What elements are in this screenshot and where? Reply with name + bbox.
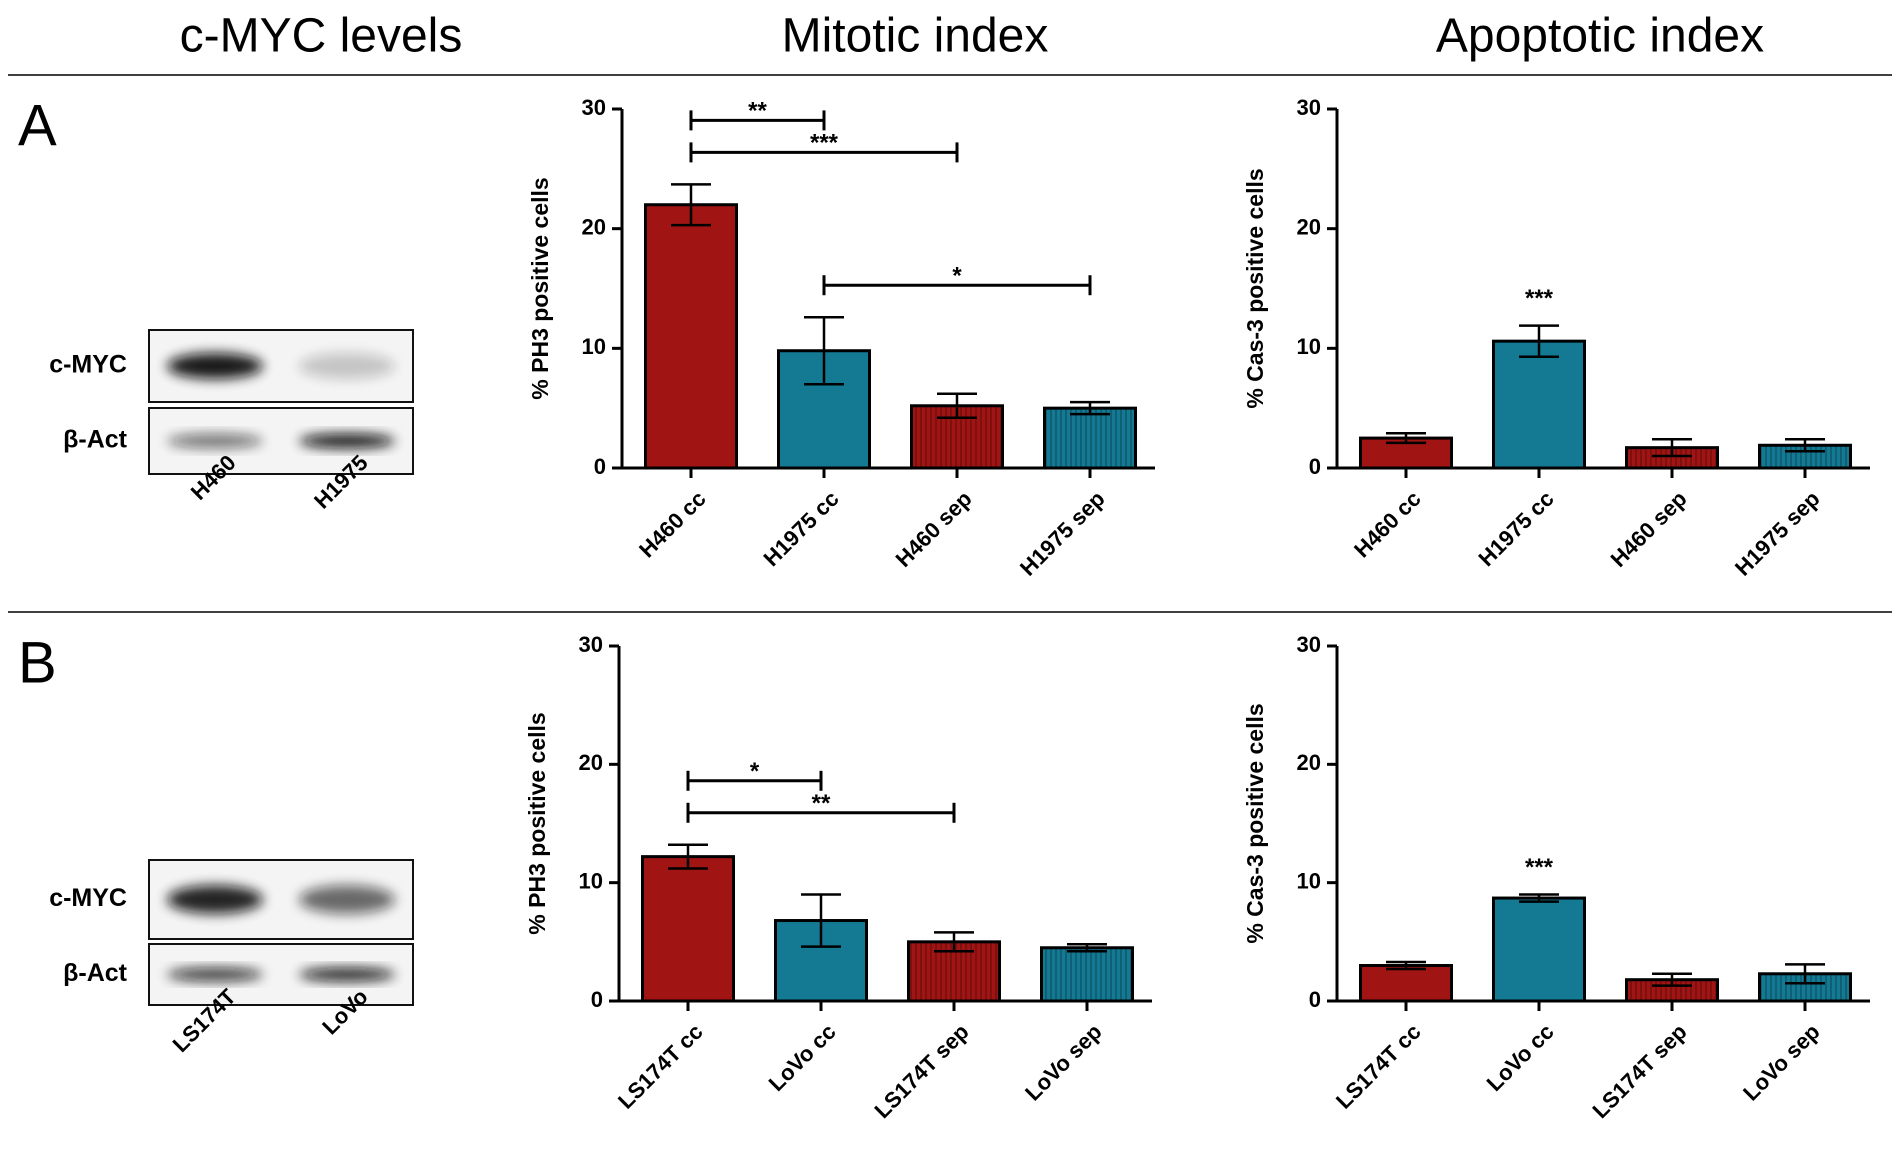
- error-bar: [804, 315, 844, 386]
- header: Mitotic index: [782, 10, 1049, 63]
- y-axis-label: % PH3 positive cells: [524, 712, 550, 934]
- x-tick-label: H460 sep: [1606, 486, 1692, 572]
- x-tick-label: H460 cc: [634, 486, 711, 563]
- x-tick-label: LS174T sep: [870, 1019, 974, 1123]
- x-tick-label: H1975 cc: [1473, 486, 1558, 571]
- y-axis-label: % Cas-3 positive cells: [1242, 703, 1268, 943]
- y-axis-label: % PH3 positive cells: [527, 177, 553, 399]
- significance: ***: [810, 130, 839, 157]
- header: c-MYC levels: [180, 10, 463, 63]
- blot-row-label: c-MYC: [49, 884, 127, 912]
- x-tick-label: H460 cc: [1349, 486, 1426, 563]
- blot-band: [299, 967, 395, 982]
- error-bar: [1067, 942, 1107, 953]
- blot-band: [299, 433, 395, 449]
- blot-band: [299, 885, 395, 914]
- x-tick-label: LS174T cc: [613, 1019, 708, 1114]
- y-tick-label: 10: [579, 868, 603, 893]
- bar: [1359, 964, 1453, 1003]
- blot-band: [167, 967, 263, 982]
- blot-band: [167, 353, 263, 379]
- error-bar: [1386, 960, 1426, 971]
- y-tick-label: 20: [1297, 750, 1321, 775]
- error-bar: [1386, 432, 1426, 445]
- bar: [1492, 339, 1586, 470]
- blot-row-label: β-Act: [63, 959, 128, 987]
- x-tick-label: LoVo sep: [1738, 1019, 1825, 1106]
- error-bar: [1519, 324, 1559, 358]
- y-tick-label: 10: [582, 334, 606, 359]
- error-bar: [1652, 438, 1692, 458]
- blot-row-label: β-Act: [63, 426, 128, 454]
- x-tick-label: H460 sep: [891, 486, 977, 572]
- error-bar: [801, 893, 841, 948]
- y-tick-label: 30: [1297, 95, 1321, 120]
- significance: *: [952, 263, 962, 290]
- x-tick-label: LoVo sep: [1020, 1019, 1107, 1106]
- panel-label: A: [18, 93, 57, 158]
- significance: **: [812, 790, 831, 817]
- x-tick-label: H1975 sep: [1015, 486, 1110, 581]
- y-tick-label: 30: [579, 632, 603, 657]
- error-bar: [934, 931, 974, 953]
- error-bar: [1070, 400, 1110, 416]
- y-tick-label: 10: [1297, 334, 1321, 359]
- error-bar: [671, 183, 711, 227]
- error-bar: [1652, 972, 1692, 987]
- x-tick-label: LoVo cc: [764, 1019, 841, 1096]
- x-tick-label: LS174T sep: [1588, 1019, 1692, 1123]
- y-tick-label: 0: [591, 987, 603, 1012]
- error-bar: [937, 392, 977, 419]
- error-bar: [1785, 963, 1825, 985]
- blot-band: [167, 433, 263, 449]
- y-tick-label: 0: [594, 454, 606, 479]
- blot-band: [167, 885, 263, 914]
- y-tick-label: 20: [582, 214, 606, 239]
- significance: *: [750, 758, 760, 785]
- y-tick-label: 20: [579, 750, 603, 775]
- y-tick-label: 10: [1297, 868, 1321, 893]
- y-tick-label: 0: [1309, 454, 1321, 479]
- bar: [641, 855, 735, 1003]
- bar: [1043, 406, 1137, 470]
- bar: [644, 203, 738, 470]
- y-tick-label: 30: [582, 95, 606, 120]
- blot-row-label: c-MYC: [49, 351, 127, 379]
- significance: ***: [1525, 854, 1554, 881]
- bar: [1040, 946, 1134, 1003]
- x-tick-label: LoVo cc: [1482, 1019, 1559, 1096]
- header: Apoptotic index: [1436, 10, 1764, 63]
- y-tick-label: 0: [1309, 987, 1321, 1012]
- error-bar: [668, 843, 708, 870]
- significance: **: [748, 98, 767, 125]
- significance: ***: [1525, 285, 1554, 312]
- y-tick-label: 30: [1297, 632, 1321, 657]
- error-bar: [1785, 438, 1825, 453]
- bar: [1492, 896, 1586, 1003]
- panel-label: B: [18, 630, 57, 695]
- x-tick-label: LS174T cc: [1331, 1019, 1426, 1114]
- x-tick-label: H1975 cc: [758, 486, 843, 571]
- blot-band: [299, 353, 395, 379]
- error-bar: [1519, 893, 1559, 903]
- y-axis-label: % Cas-3 positive cells: [1242, 168, 1268, 408]
- y-tick-label: 20: [1297, 214, 1321, 239]
- x-tick-label: H1975 sep: [1730, 486, 1825, 581]
